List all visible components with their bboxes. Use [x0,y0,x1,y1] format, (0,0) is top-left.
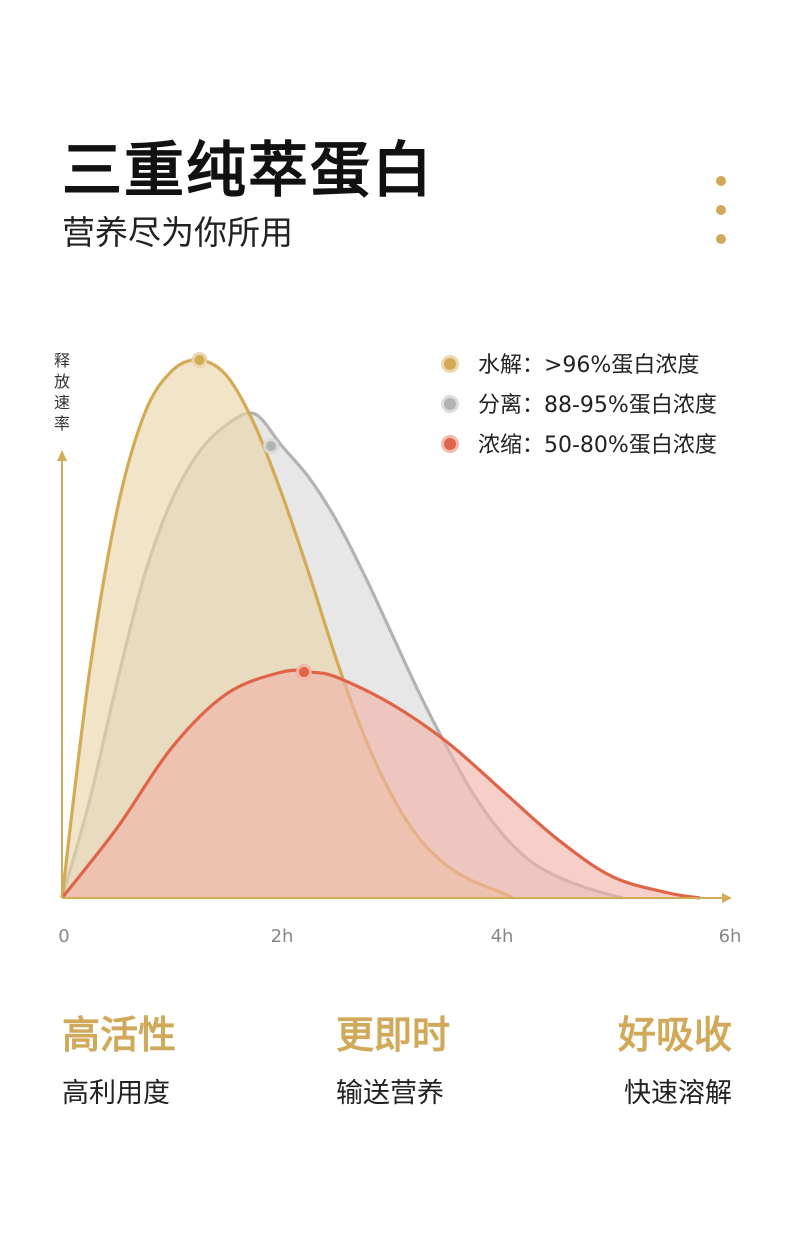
page-title: 三重纯萃蛋白 [62,136,434,206]
series-line-2 [60,668,701,900]
peak-marker [266,441,276,452]
feature-subtitle: 快速溶解 [624,1078,732,1109]
menu-dot [716,234,726,244]
feature-item: 高活性 高利用度 [62,1004,222,1110]
peak-marker [299,667,309,678]
feature-item: 好吸收 快速溶解 [572,1004,732,1110]
feature-subtitle: 输送营养 [336,1078,444,1109]
y-axis-arrow [57,450,67,461]
x-tick-label: 0 [58,926,69,947]
legend-marker [444,358,456,370]
legend-entry: 浓缩：50-80%蛋白浓度 [478,433,717,458]
menu-dot [716,176,726,186]
series-area-2 [62,670,700,898]
peak-marker [194,355,205,365]
x-tick-label: 4h [491,926,514,947]
legend-entry: 水解：>96%蛋白浓度 [478,353,699,378]
feature-title: 高活性 [62,1013,177,1057]
feature-title: 好吸收 [617,1013,732,1057]
legend-marker [444,398,456,410]
x-tick-label: 6h [719,926,742,947]
x-axis-arrow [722,893,732,903]
feature-item: 更即时 输送营养 [336,1004,496,1110]
page-subtitle: 营养尽为你所用 [62,213,293,252]
feature-title: 更即时 [336,1013,451,1057]
y-axis-label: 释放速率 [53,351,70,433]
legend-marker [444,438,456,450]
legend-entry: 分离：88-95%蛋白浓度 [478,393,717,418]
feature-subtitle: 高利用度 [62,1078,170,1109]
more-menu-icon[interactable] [716,176,726,263]
release-rate-chart: 0 2h 4h 6h 水解：>96%蛋白浓度分离：88-95%蛋白浓度浓缩：50-80… [57,352,742,947]
x-tick-label: 2h [271,926,294,947]
menu-dot [716,205,726,215]
